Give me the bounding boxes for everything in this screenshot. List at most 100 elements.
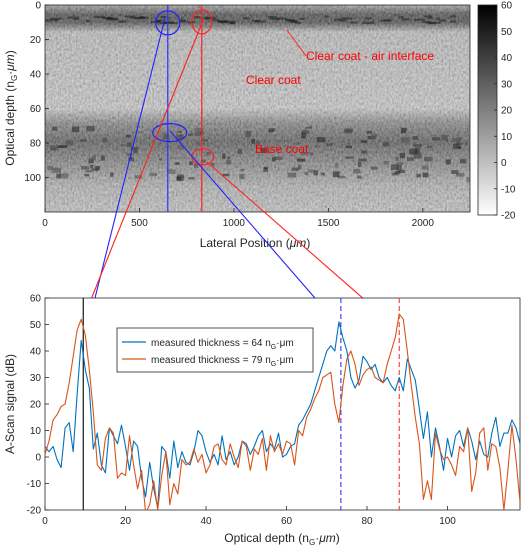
interface-speckle [364,17,372,20]
base-coat-speckle [382,142,390,147]
interface-speckle [276,17,288,20]
base-coat-speckle [174,162,180,165]
ascan-xtick-label: 0 [42,516,48,527]
legend-label-blue: measured thickness = 64 nG·μm [151,338,294,351]
base-coat-speckle [367,135,376,140]
base-coat-speckle [91,168,99,172]
series-line-79um [45,313,520,510]
base-coat-speckle [256,141,260,144]
colorbar-tick-label: 0 [501,158,507,169]
base-coat-speckle [126,142,132,147]
base-coat-speckle [456,172,465,177]
interface-circle-red [191,9,213,35]
base-coat-speckle [58,145,68,148]
bscan-ytick-label: 60 [30,104,42,115]
base-coat-speckle [345,145,353,149]
ascan-ytick-label: 0 [35,453,41,464]
interface-speckle [267,16,277,19]
base-coat-speckle [459,159,467,164]
base-coat-speckle [309,152,314,156]
base-coat-speckle [445,159,451,165]
base-coat-speckle [52,126,58,131]
interface-speckle [212,18,219,21]
base-coat-speckle [134,175,143,179]
base-coat-speckle [274,156,283,161]
base-coat-speckle [177,130,182,133]
interface-speckle [324,15,329,18]
base-coat-speckle [415,147,420,154]
base-coat-speckle [86,126,95,132]
interface-speckle [86,20,91,23]
ascan-ylabel: A-Scan signal (dB) [3,354,17,454]
base-coat-speckle [100,155,105,161]
base-coat-speckle [85,170,93,173]
base-coat-speckle [189,161,193,166]
base-coat-speckle [291,167,299,171]
base-coat-speckle [167,169,176,174]
base-coat-speckle [406,157,414,162]
base-coat-speckle [65,140,74,146]
base-coat-speckle [307,169,315,173]
base-coat-speckle [409,148,418,155]
arrow-red-base [206,161,390,322]
colorbar: 60 50 40 30 20 10 0 -10 -20 [477,1,516,222]
interface-speckle [450,15,457,18]
bscan-xtick-label: 500 [131,218,148,229]
base-coat-speckle [397,169,406,173]
base-coat-speckle [271,157,276,162]
base-coat-speckle [176,177,182,181]
interface-speckle [50,17,62,20]
ascan-ytick-label: -10 [27,479,42,490]
base-coat-speckle [80,166,90,170]
base-coat-speckle [396,164,403,171]
annotation-base-coat: Base coat [255,142,309,156]
base-coat-speckle [397,162,404,165]
base-coat-speckle [400,127,407,134]
ascan-xtick-label: 60 [281,516,293,527]
base-coat-speckle [360,140,367,144]
base-coat-speckle [245,130,252,137]
base-coat-speckle [176,145,185,149]
base-coat-speckle [131,147,139,150]
base-coat-speckle [120,144,126,147]
interface-speckle [186,21,195,24]
ascan-xtick-label: 40 [200,516,212,527]
base-coat-speckle [237,148,243,155]
base-coat-speckle [88,157,93,162]
base-coat-speckle [432,137,440,141]
ascan-ytick-label: 20 [30,400,42,411]
base-coat-speckle [84,174,90,177]
interface-speckle [413,18,426,21]
base-coat-speckle [422,172,429,178]
interface-speckle [380,19,391,22]
interface-speckle [255,20,266,23]
base-coat-speckle [287,172,297,178]
bscan-axes: 0 500 1000 1500 2000 0 20 40 60 80 100 [24,1,434,230]
base-coat-speckle [451,170,459,174]
interface-speckle [159,22,167,25]
bscan-ylabel: Optical depth (nG·μm) [3,50,19,166]
base-coat-speckle [194,132,203,136]
ascan-xtick-label: 100 [439,516,456,527]
base-coat-speckle [366,130,372,134]
arrow-blue-base [169,130,335,321]
bscan-panel: 0 500 1000 1500 2000 0 20 40 60 80 100 Clear coat … [3,1,471,250]
colorbar-tick-label: 30 [501,79,513,90]
base-coat-speckle [227,156,231,160]
colorbar-tick-label: 60 [501,1,513,12]
interface-speckle [124,15,136,18]
base-coat-speckle [226,159,231,165]
base-coat-speckle [251,138,255,144]
arrow-blue-interface [80,17,166,347]
interface-speckle [350,21,358,24]
base-coat-speckle [195,127,204,134]
ascan-ytick-label: -20 [27,506,42,517]
interface-circle-blue [155,10,181,36]
interface-speckle [223,20,236,23]
base-coat-speckle [240,168,244,172]
base-coat-speckle [464,141,468,145]
base-coat-speckle [335,162,339,168]
base-coat-speckle [316,137,326,143]
base-coat-speckle [92,155,96,161]
ascan-ytick-label: 10 [30,426,42,437]
